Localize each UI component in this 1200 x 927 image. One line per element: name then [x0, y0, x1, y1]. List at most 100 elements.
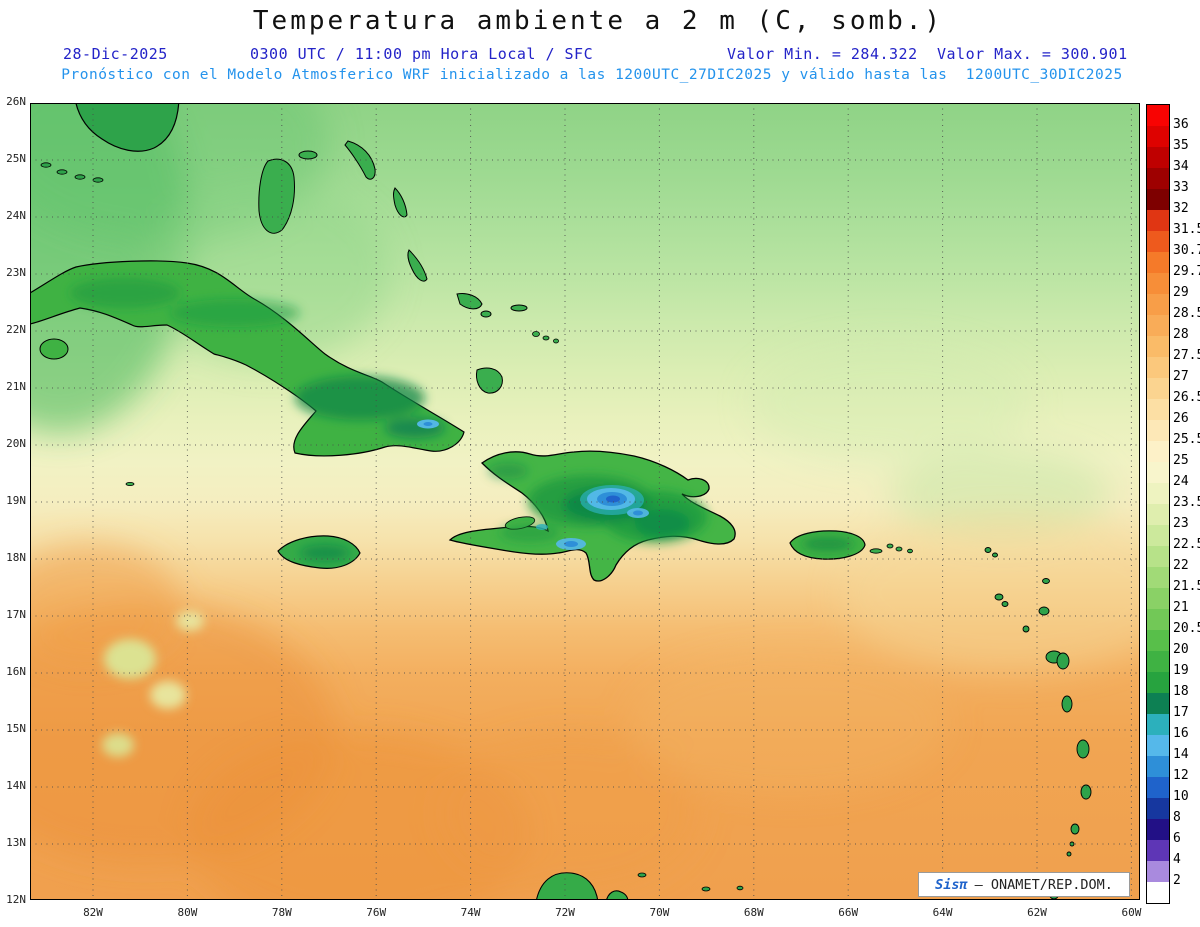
colorbar-segment: [1147, 777, 1169, 798]
colorbar-segment: [1147, 567, 1169, 588]
colorbar-tick-label: 26.5: [1173, 390, 1200, 405]
cuba-cold-core: [423, 422, 433, 426]
jamaica-mountains: [300, 545, 350, 561]
florida-landmass: [75, 103, 180, 152]
colorbar: [1146, 104, 1170, 904]
colorbar-segment: [1147, 294, 1169, 315]
lon-tick-label: 82W: [83, 906, 103, 919]
colorbar-tick-label: 16: [1173, 726, 1189, 741]
virgin-islands: [869, 543, 913, 554]
colorbar-segment: [1147, 672, 1169, 693]
lat-tick-label: 21N: [6, 380, 26, 393]
colorbar-segment: [1147, 693, 1169, 714]
colorbar-segment: [1147, 336, 1169, 357]
colorbar-tick-label: 17: [1173, 705, 1189, 720]
colorbar-tick-label: 34: [1173, 159, 1189, 174]
lon-tick-label: 80W: [177, 906, 198, 919]
lat-tick-label: 15N: [6, 722, 26, 735]
colorbar-segment: [1147, 420, 1169, 441]
abc-islands: [637, 872, 744, 892]
colorbar-tick-label: 26: [1173, 411, 1189, 426]
colorbar-tick-label: 21.5: [1173, 579, 1200, 594]
meta-row: 28-Dic-2025 0300 UTC / 11:00 pm Hora Loc…: [0, 45, 1200, 65]
lat-tick-label: 13N: [6, 836, 26, 849]
colorbar-tick-label: 21: [1173, 600, 1189, 615]
colorbar-tick-label: 29: [1173, 285, 1189, 300]
lat-tick-label: 19N: [6, 494, 26, 507]
valid-time-utc-local: 0300 UTC / 11:00 pm Hora Local / SFC: [250, 45, 594, 63]
florida-keys-islands: [40, 162, 104, 183]
colorbar-segment: [1147, 462, 1169, 483]
colorbar-segment: [1147, 630, 1169, 651]
cayman-island: [125, 481, 135, 486]
colorbar-tick-label: 28.5: [1173, 306, 1200, 321]
colorbar-segment: [1147, 651, 1169, 672]
colorbar-segment: [1147, 168, 1169, 189]
colorbar-tick-label: 22: [1173, 558, 1189, 573]
colorbar-tick-label: 22.5: [1173, 537, 1200, 552]
lon-tick-label: 70W: [649, 906, 670, 919]
colorbar-segment: [1147, 882, 1169, 903]
colorbar-tick-label: 25: [1173, 453, 1189, 468]
colorbar-tick-label: 20.5: [1173, 621, 1200, 636]
colorbar-tick-label: 19: [1173, 663, 1189, 678]
lon-tick-label: 60W: [1121, 906, 1142, 919]
colorbar-tick-label: 36: [1173, 117, 1189, 132]
colorbar-tick-label: 24: [1173, 474, 1189, 489]
cool-pool-speckles: [102, 611, 204, 757]
colorbar-segment: [1147, 441, 1169, 462]
colorbar-tick-label: 20: [1173, 642, 1189, 657]
colorbar-tick-label: 14: [1173, 747, 1189, 762]
cuba-mountain-shading: [70, 278, 445, 438]
colorbar-segment: [1147, 210, 1169, 231]
colorbar-segment: [1147, 525, 1169, 546]
colorbar-segment: [1147, 504, 1169, 525]
temperature-map: [30, 103, 1140, 900]
map-area: [30, 103, 1140, 900]
colorbar-segment: [1147, 105, 1169, 126]
colorbar-segment: [1147, 189, 1169, 210]
colorbar-segment: [1147, 273, 1169, 294]
colorbar-tick-label: 29.7: [1173, 264, 1200, 279]
lon-tick-label: 64W: [932, 906, 953, 919]
colorbar-segment: [1147, 588, 1169, 609]
lat-tick-label: 22N: [6, 323, 26, 336]
colorbar-tick-label: 27: [1173, 369, 1189, 384]
colorbar-tick-label: 8: [1173, 810, 1181, 825]
lat-tick-label: 12N: [6, 893, 26, 906]
colorbar-tick-label: 12: [1173, 768, 1189, 783]
lat-tick-label: 16N: [6, 665, 26, 678]
colorbar-tick-label: 33: [1173, 180, 1189, 195]
lat-tick-label: 20N: [6, 437, 26, 450]
colorbar-segment: [1147, 483, 1169, 504]
colorbar-segment: [1147, 147, 1169, 168]
map-frame: [30, 103, 1140, 900]
colorbar-tick-label: 10: [1173, 789, 1189, 804]
lon-tick-label: 78W: [271, 906, 292, 919]
lat-tick-label: 24N: [6, 209, 26, 222]
branding-box: Sisπ — ONAMET/REP.DOM.: [918, 872, 1130, 897]
page-title: Temperatura ambiente a 2 m (C, somb.): [252, 6, 944, 36]
colorbar-segment: [1147, 756, 1169, 777]
colorbar-tick-label: 23: [1173, 516, 1189, 531]
hispaniola-cold-spots: [536, 485, 649, 550]
colorbar-segment: [1147, 861, 1169, 882]
colorbar-tick-label: 27.5: [1173, 348, 1200, 363]
colorbar-tick-label: 25.5: [1173, 432, 1200, 447]
colorbar-tick-label: 35: [1173, 138, 1189, 153]
lat-tick-label: 26N: [6, 95, 26, 108]
sispi-logo: Sisπ: [935, 876, 968, 893]
lon-tick-label: 74W: [460, 906, 481, 919]
colorbar-tick-label: 6: [1173, 831, 1181, 846]
colorbar-segment: [1147, 714, 1169, 735]
colorbar-tick-label: 28: [1173, 327, 1189, 342]
colorbar-segment: [1147, 735, 1169, 756]
lat-tick-label: 25N: [6, 152, 26, 165]
lat-tick-label: 17N: [6, 608, 26, 621]
lon-tick-label: 68W: [743, 906, 764, 919]
lon-tick-label: 66W: [838, 906, 859, 919]
model-init-line: Pronóstico con el Modelo Atmosferico WRF…: [61, 67, 1123, 83]
lat-tick-label: 14N: [6, 779, 26, 792]
colorbar-tick-label: 32: [1173, 201, 1189, 216]
